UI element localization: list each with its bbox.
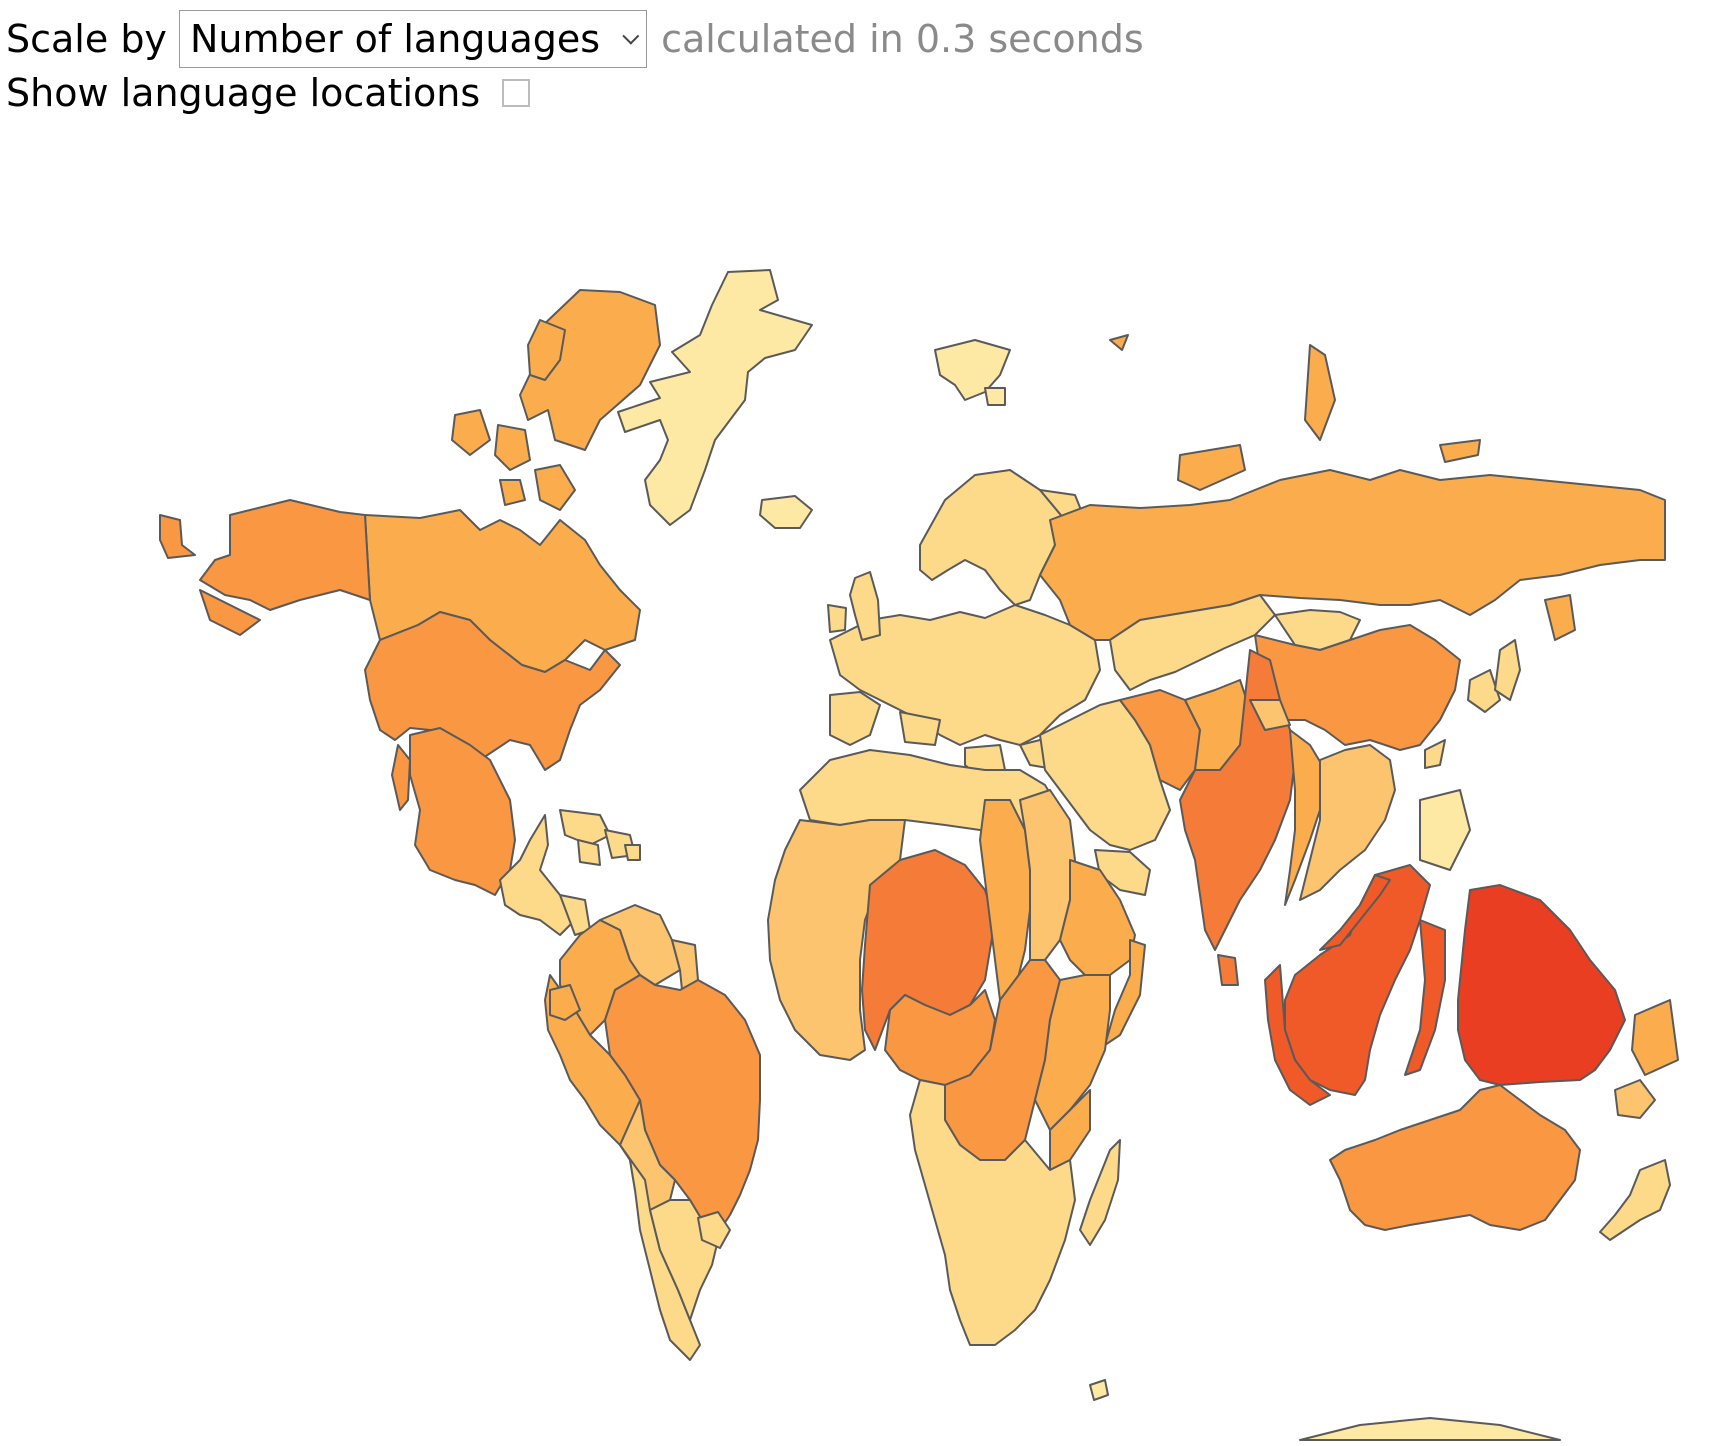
region-russia[interactable] — [1544, 594, 1576, 641]
region-europe[interactable] — [827, 604, 847, 633]
region-russia[interactable] — [1439, 439, 1481, 463]
region-antarctica[interactable] — [1299, 1417, 1561, 1441]
region-new-zealand[interactable] — [1599, 1159, 1671, 1241]
region-southern-africa[interactable] — [909, 1079, 1076, 1346]
region-alaska[interactable] — [159, 514, 196, 559]
region-venezuela[interactable] — [599, 904, 681, 986]
region-canada[interactable] — [534, 464, 576, 511]
region-alaska[interactable] — [199, 589, 261, 636]
region-russia[interactable] — [1177, 444, 1246, 491]
region-caribbean[interactable] — [577, 839, 601, 866]
scale-row: Scale by Number of languages calculated … — [6, 10, 1144, 68]
region-indonesia[interactable] — [1264, 964, 1331, 1106]
region-colombia[interactable] — [549, 984, 581, 1021]
scale-by-selected-value: Number of languages — [189, 17, 601, 61]
region-caribbean[interactable] — [624, 844, 641, 861]
region-sudan[interactable] — [1019, 789, 1076, 961]
region-scandinavia[interactable] — [919, 469, 1066, 606]
calculation-time-text: calculated in 0.3 seconds — [661, 17, 1144, 61]
region-ethiopia[interactable] — [1104, 939, 1146, 1046]
show-locations-row: Show language locations — [6, 66, 1144, 120]
scale-by-label: Scale by — [6, 17, 167, 61]
region-solomon-islands[interactable] — [1631, 999, 1679, 1076]
region-europe[interactable] — [899, 711, 941, 746]
region-indochina[interactable] — [1249, 699, 1291, 731]
region-australia[interactable] — [1329, 1084, 1581, 1231]
region-canada[interactable] — [494, 424, 531, 471]
region-canada[interactable] — [527, 319, 566, 381]
region-antarctica[interactable] — [1089, 1379, 1109, 1401]
region-iceland[interactable] — [759, 495, 813, 529]
region-west-africa[interactable] — [767, 819, 906, 1061]
region-korea[interactable] — [1467, 669, 1501, 713]
region-caribbean[interactable] — [559, 809, 611, 846]
region-japan[interactable] — [1494, 639, 1521, 701]
region-india[interactable] — [1217, 954, 1239, 986]
region-svalbard[interactable] — [984, 387, 1006, 406]
region-europe[interactable] — [849, 571, 881, 641]
region-philippines[interactable] — [1419, 789, 1471, 871]
region-iran[interactable] — [1119, 689, 1201, 791]
region-vanuatu[interactable] — [1614, 1079, 1656, 1119]
region-europe[interactable] — [829, 604, 1101, 746]
region-united-states[interactable] — [364, 611, 621, 771]
region-canada[interactable] — [499, 479, 526, 506]
scale-by-select[interactable]: Number of languages — [178, 10, 648, 68]
show-locations-label: Show language locations — [6, 71, 481, 115]
region-canada[interactable] — [451, 409, 491, 456]
region-europe[interactable] — [829, 691, 881, 746]
region-indonesia[interactable] — [1319, 874, 1391, 951]
region-mexico[interactable] — [391, 744, 411, 811]
region-argentina[interactable] — [697, 1211, 731, 1249]
region-alaska[interactable] — [199, 499, 371, 611]
show-locations-checkbox[interactable] — [502, 79, 531, 107]
region-russia[interactable] — [1304, 344, 1336, 441]
region-middle-east[interactable] — [1039, 699, 1171, 851]
controls-panel: Scale by Number of languages calculated … — [6, 10, 1144, 120]
region-indonesia[interactable] — [1404, 919, 1446, 1076]
region-papua-new-guinea[interactable] — [1457, 884, 1626, 1086]
region-indochina[interactable] — [1299, 744, 1396, 901]
region-madagascar[interactable] — [1079, 1139, 1121, 1246]
region-indonesia[interactable] — [1284, 864, 1431, 1096]
region-greenland[interactable] — [617, 269, 813, 526]
region-russia[interactable] — [1109, 334, 1129, 351]
region-mexico[interactable] — [409, 727, 516, 896]
region-tanzania[interactable] — [1034, 974, 1111, 1131]
region-japan[interactable] — [1424, 739, 1446, 769]
